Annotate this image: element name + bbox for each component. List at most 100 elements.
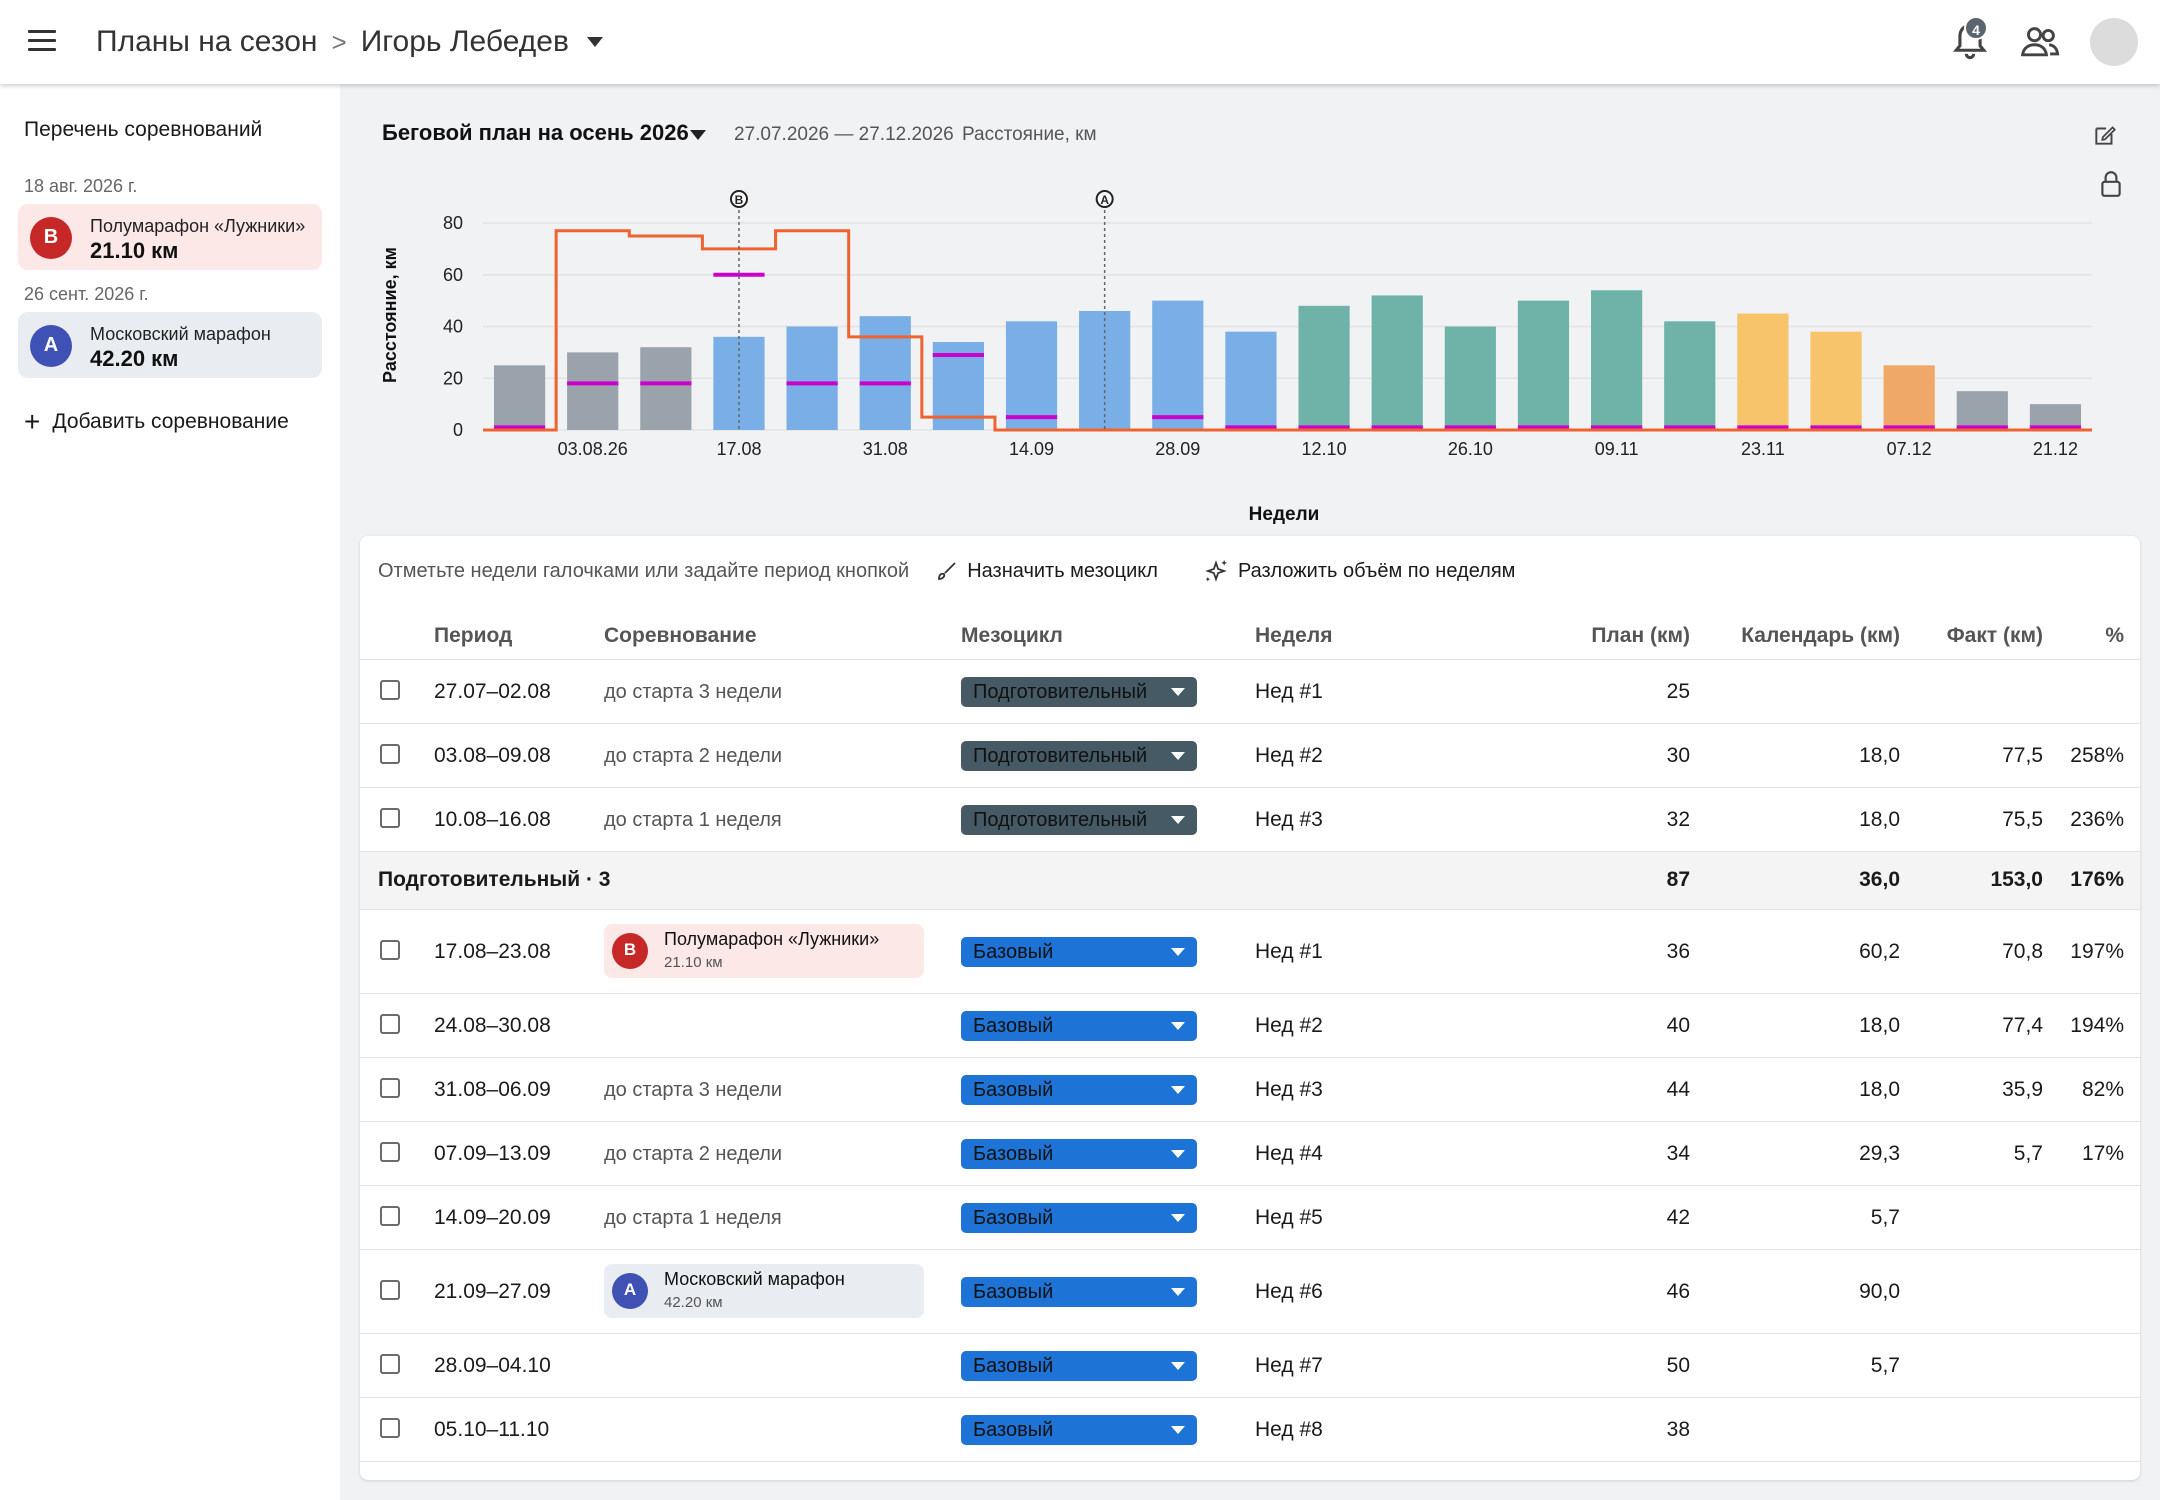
header-competition[interactable]: Соревнование <box>604 624 757 647</box>
row-plan[interactable]: 34 <box>1666 1142 1690 1165</box>
mesocycle-value: Базовый <box>973 941 1054 963</box>
header-fact[interactable]: Факт (км) <box>1946 624 2043 647</box>
header-percent[interactable]: % <box>2105 624 2124 647</box>
header-plan[interactable]: План (км) <box>1591 624 1690 647</box>
row-checkbox[interactable] <box>380 1354 400 1374</box>
plan-dropdown-icon[interactable] <box>690 130 706 140</box>
athlete-dropdown-icon[interactable] <box>586 37 603 47</box>
lock-icon[interactable] <box>2100 170 2122 198</box>
row-calendar: 18,0 <box>1859 808 1900 831</box>
mesocycle-select[interactable]: Базовый <box>961 1075 1197 1105</box>
bar <box>1517 300 1570 430</box>
selection-hint: Отметьте недели галочками или задайте пе… <box>378 559 910 582</box>
header-mesocycle[interactable]: Мезоцикл <box>961 624 1063 647</box>
competition-chip-luzhniki[interactable]: B Полумарафон «Лужники» 21.10 км <box>604 924 924 978</box>
table-row[interactable]: 10.08–16.08 до старта 1 неделя Подготови… <box>360 788 2140 852</box>
mesocycle-select[interactable]: Базовый <box>961 1203 1197 1233</box>
row-period: 27.07–02.08 <box>434 680 551 703</box>
table-row[interactable]: 21.09–27.09 A Московский марафон 42.20 к… <box>360 1250 2140 1334</box>
row-checkbox[interactable] <box>380 1014 400 1034</box>
competition-distance: 42.20 км <box>90 346 179 371</box>
y-tick-label: 0 <box>453 420 463 440</box>
add-competition-button[interactable]: + Добавить соревнование <box>24 408 289 436</box>
row-checkbox[interactable] <box>380 1280 400 1300</box>
x-tick-label: 14.09 <box>1009 439 1054 459</box>
bar <box>1371 295 1423 430</box>
row-plan[interactable]: 50 <box>1666 1354 1690 1377</box>
row-checkbox[interactable] <box>380 940 400 960</box>
row-checkbox[interactable] <box>380 1418 400 1438</box>
table-row[interactable]: 31.08–06.09 до старта 3 недели Базовый Н… <box>360 1058 2140 1122</box>
row-calendar: 5,7 <box>1870 1206 1900 1229</box>
top-bar: Планы на сезон > Игорь Лебедев 4 <box>0 0 2160 84</box>
table-row[interactable]: 03.08–09.08 до старта 2 недели Подготови… <box>360 724 2140 788</box>
x-tick-label: 31.08 <box>863 439 908 459</box>
mesocycle-select[interactable]: Базовый <box>961 1351 1197 1381</box>
competition-distance: 21.10 км <box>90 238 179 263</box>
distribute-volume-label: Разложить объём по неделям <box>1237 559 1516 582</box>
row-plan[interactable]: 46 <box>1666 1280 1690 1303</box>
mesocycle-select[interactable]: Базовый <box>961 1139 1197 1169</box>
row-plan[interactable]: 36 <box>1666 940 1690 963</box>
chip-distance: 42.20 км <box>664 1294 723 1311</box>
table-row[interactable]: 28.09–04.10 Базовый Нед #7 50 5,7 <box>360 1334 2140 1398</box>
row-period: 21.09–27.09 <box>434 1280 551 1303</box>
mesocycle-select[interactable]: Подготовительный <box>961 805 1197 835</box>
table-row[interactable]: 17.08–23.08 B Полумарафон «Лужники» 21.1… <box>360 910 2140 994</box>
table-row[interactable]: 05.10–11.10 Базовый Нед #8 38 <box>360 1398 2140 1462</box>
row-plan[interactable]: 38 <box>1666 1418 1690 1441</box>
mesocycle-select[interactable]: Базовый <box>961 1415 1197 1445</box>
competition-card-luzhniki[interactable]: B Полумарафон «Лужники» 21.10 км <box>18 204 322 270</box>
mesocycle-select[interactable]: Подготовительный <box>961 741 1197 771</box>
row-checkbox[interactable] <box>380 1206 400 1226</box>
medal-a-icon: A <box>30 325 72 367</box>
row-checkbox[interactable] <box>380 744 400 764</box>
row-plan[interactable]: 30 <box>1666 744 1690 767</box>
chevron-down-icon <box>1171 1150 1185 1158</box>
mesocycle-select[interactable]: Подготовительный <box>961 677 1197 707</box>
row-plan[interactable]: 40 <box>1666 1014 1690 1037</box>
competition-card-moscow[interactable]: A Московский марафон 42.20 км <box>18 312 322 378</box>
header-calendar[interactable]: Календарь (км) <box>1741 624 1900 647</box>
edit-icon[interactable] <box>2092 122 2118 148</box>
row-plan[interactable]: 25 <box>1666 680 1690 703</box>
row-checkbox[interactable] <box>380 680 400 700</box>
row-plan[interactable]: 44 <box>1666 1078 1690 1101</box>
row-calendar: 5,7 <box>1870 1354 1900 1377</box>
breadcrumb-athlete[interactable]: Игорь Лебедев <box>360 25 569 58</box>
row-week: Нед #3 <box>1255 1078 1323 1101</box>
mesocycle-value: Подготовительный <box>973 809 1148 831</box>
row-checkbox[interactable] <box>380 1142 400 1162</box>
people-icon[interactable] <box>2018 20 2062 64</box>
table-row[interactable]: 27.07–02.08 до старта 3 недели Подготови… <box>360 660 2140 724</box>
plan-title[interactable]: Беговой план на осень 2026 <box>382 120 689 145</box>
mesocycle-select[interactable]: Базовый <box>961 1011 1197 1041</box>
mesocycle-select[interactable]: Базовый <box>961 937 1197 967</box>
summary-percent: 176% <box>2070 868 2124 891</box>
row-checkbox[interactable] <box>380 808 400 828</box>
header-week[interactable]: Неделя <box>1255 624 1333 647</box>
x-axis-label: Недели <box>1249 504 1320 525</box>
assign-mesocycle-button[interactable]: Назначить мезоцикл <box>935 559 1158 583</box>
menu-icon[interactable] <box>28 30 56 54</box>
chevron-down-icon <box>1171 948 1185 956</box>
table-row[interactable]: 14.09–20.09 до старта 1 неделя Базовый Н… <box>360 1186 2140 1250</box>
x-tick-label: 12.10 <box>1302 439 1347 459</box>
breadcrumb-root[interactable]: Планы на сезон <box>96 25 318 58</box>
competition-chip-moscow[interactable]: A Московский марафон 42.20 км <box>604 1264 924 1318</box>
x-tick-label: 21.12 <box>2033 439 2078 459</box>
chevron-down-icon <box>1171 1022 1185 1030</box>
row-checkbox[interactable] <box>380 1078 400 1098</box>
header-period[interactable]: Период <box>434 624 513 647</box>
table-row[interactable]: 07.09–13.09 до старта 2 недели Базовый Н… <box>360 1122 2140 1186</box>
row-countdown: до старта 1 неделя <box>604 809 782 831</box>
table-row[interactable]: 24.08–30.08 Базовый Нед #2 40 18,0 77,4 … <box>360 994 2140 1058</box>
distribute-volume-button[interactable]: Разложить объём по неделям <box>1202 557 1515 585</box>
mesocycle-value: Базовый <box>973 1207 1054 1229</box>
mesocycle-select[interactable]: Базовый <box>961 1277 1197 1307</box>
sidebar: Перечень соревнований 18 авг. 2026 г. B … <box>0 84 340 1500</box>
avatar[interactable] <box>2090 18 2138 66</box>
row-plan[interactable]: 42 <box>1666 1206 1690 1229</box>
row-plan[interactable]: 32 <box>1666 808 1690 831</box>
row-calendar: 18,0 <box>1859 1014 1900 1037</box>
